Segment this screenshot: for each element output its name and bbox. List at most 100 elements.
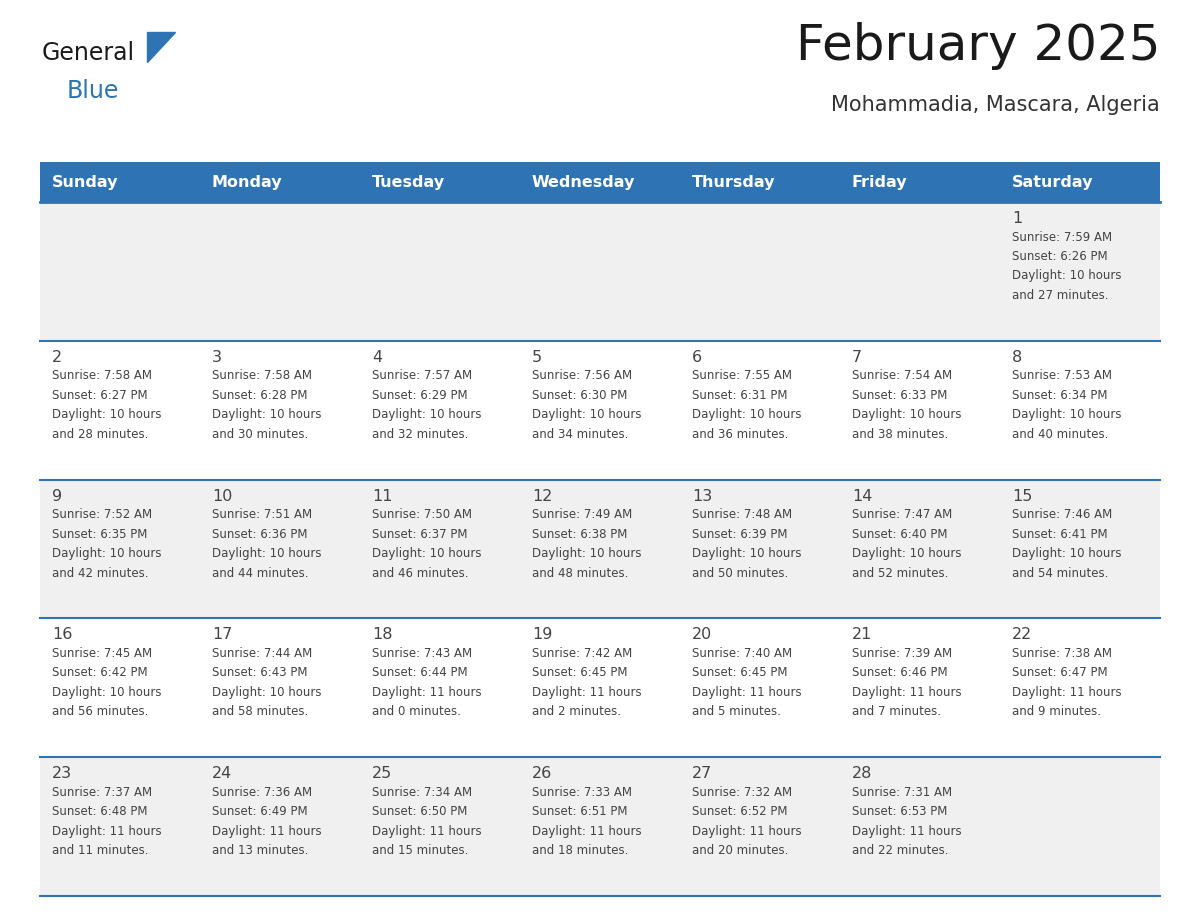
- Text: Sunrise: 7:39 AM: Sunrise: 7:39 AM: [852, 647, 952, 660]
- Text: Sunset: 6:31 PM: Sunset: 6:31 PM: [691, 389, 788, 402]
- Text: and 22 minutes.: and 22 minutes.: [852, 845, 948, 857]
- Text: Sunset: 6:26 PM: Sunset: 6:26 PM: [1012, 250, 1107, 263]
- Text: Sunrise: 7:56 AM: Sunrise: 7:56 AM: [532, 369, 632, 382]
- Text: Sunset: 6:35 PM: Sunset: 6:35 PM: [52, 528, 147, 541]
- Text: Sunset: 6:43 PM: Sunset: 6:43 PM: [211, 666, 308, 679]
- Text: Thursday: Thursday: [691, 174, 776, 189]
- Text: Sunset: 6:53 PM: Sunset: 6:53 PM: [852, 805, 947, 818]
- Text: Sunrise: 7:31 AM: Sunrise: 7:31 AM: [852, 786, 952, 799]
- Text: Sunrise: 7:37 AM: Sunrise: 7:37 AM: [52, 786, 152, 799]
- Text: 17: 17: [211, 627, 233, 643]
- Text: and 44 minutes.: and 44 minutes.: [211, 566, 309, 579]
- Text: 15: 15: [1012, 488, 1032, 504]
- Text: Daylight: 10 hours: Daylight: 10 hours: [852, 547, 961, 560]
- Text: and 30 minutes.: and 30 minutes.: [211, 428, 308, 441]
- Text: Daylight: 11 hours: Daylight: 11 hours: [532, 686, 642, 699]
- Text: and 56 minutes.: and 56 minutes.: [52, 705, 148, 719]
- Polygon shape: [147, 32, 175, 62]
- Text: Daylight: 10 hours: Daylight: 10 hours: [372, 547, 481, 560]
- Text: 16: 16: [52, 627, 72, 643]
- Text: 2: 2: [52, 350, 62, 364]
- Text: and 20 minutes.: and 20 minutes.: [691, 845, 789, 857]
- Text: Sunset: 6:49 PM: Sunset: 6:49 PM: [211, 805, 308, 818]
- Text: 8: 8: [1012, 350, 1022, 364]
- Text: Sunset: 6:44 PM: Sunset: 6:44 PM: [372, 666, 468, 679]
- Text: 3: 3: [211, 350, 222, 364]
- Text: 24: 24: [211, 767, 232, 781]
- Text: Daylight: 10 hours: Daylight: 10 hours: [532, 409, 642, 421]
- Bar: [40, 341, 1159, 479]
- Text: 18: 18: [372, 627, 392, 643]
- Text: Daylight: 10 hours: Daylight: 10 hours: [211, 409, 322, 421]
- Text: Daylight: 10 hours: Daylight: 10 hours: [211, 686, 322, 699]
- Text: Sunset: 6:51 PM: Sunset: 6:51 PM: [532, 805, 627, 818]
- Text: General: General: [42, 41, 135, 65]
- Text: Sunset: 6:27 PM: Sunset: 6:27 PM: [52, 389, 147, 402]
- Text: Sunrise: 7:53 AM: Sunrise: 7:53 AM: [1012, 369, 1112, 382]
- Bar: [40, 619, 1159, 757]
- Text: Daylight: 11 hours: Daylight: 11 hours: [691, 824, 802, 838]
- Text: Sunset: 6:34 PM: Sunset: 6:34 PM: [1012, 389, 1107, 402]
- Text: Sunset: 6:29 PM: Sunset: 6:29 PM: [372, 389, 468, 402]
- Text: Sunrise: 7:55 AM: Sunrise: 7:55 AM: [691, 369, 792, 382]
- Text: Sunrise: 7:38 AM: Sunrise: 7:38 AM: [1012, 647, 1112, 660]
- Text: Wednesday: Wednesday: [532, 174, 636, 189]
- Text: Sunrise: 7:46 AM: Sunrise: 7:46 AM: [1012, 508, 1112, 521]
- Text: Sunrise: 7:52 AM: Sunrise: 7:52 AM: [52, 508, 152, 521]
- Text: Sunset: 6:42 PM: Sunset: 6:42 PM: [52, 666, 147, 679]
- Text: Daylight: 10 hours: Daylight: 10 hours: [532, 547, 642, 560]
- Text: and 27 minutes.: and 27 minutes.: [1012, 289, 1108, 302]
- Text: Sunset: 6:39 PM: Sunset: 6:39 PM: [691, 528, 788, 541]
- Text: Sunset: 6:52 PM: Sunset: 6:52 PM: [691, 805, 788, 818]
- Text: and 0 minutes.: and 0 minutes.: [372, 705, 461, 719]
- Text: 4: 4: [372, 350, 383, 364]
- Text: 6: 6: [691, 350, 702, 364]
- Text: and 18 minutes.: and 18 minutes.: [532, 845, 628, 857]
- Text: Sunrise: 7:44 AM: Sunrise: 7:44 AM: [211, 647, 312, 660]
- Text: Daylight: 10 hours: Daylight: 10 hours: [1012, 547, 1121, 560]
- Text: Daylight: 10 hours: Daylight: 10 hours: [211, 547, 322, 560]
- Text: 19: 19: [532, 627, 552, 643]
- Text: and 48 minutes.: and 48 minutes.: [532, 566, 628, 579]
- Text: and 7 minutes.: and 7 minutes.: [852, 705, 941, 719]
- Text: Saturday: Saturday: [1012, 174, 1093, 189]
- Text: Sunrise: 7:33 AM: Sunrise: 7:33 AM: [532, 786, 632, 799]
- Text: Sunset: 6:45 PM: Sunset: 6:45 PM: [691, 666, 788, 679]
- Text: Sunrise: 7:42 AM: Sunrise: 7:42 AM: [532, 647, 632, 660]
- Text: Sunset: 6:41 PM: Sunset: 6:41 PM: [1012, 528, 1107, 541]
- Text: 1: 1: [1012, 211, 1022, 226]
- Text: Sunset: 6:36 PM: Sunset: 6:36 PM: [211, 528, 308, 541]
- Text: and 42 minutes.: and 42 minutes.: [52, 566, 148, 579]
- Text: Daylight: 11 hours: Daylight: 11 hours: [372, 824, 481, 838]
- Text: Tuesday: Tuesday: [372, 174, 446, 189]
- Text: and 5 minutes.: and 5 minutes.: [691, 705, 781, 719]
- Text: Sunset: 6:46 PM: Sunset: 6:46 PM: [852, 666, 948, 679]
- Text: 26: 26: [532, 767, 552, 781]
- Text: Sunrise: 7:58 AM: Sunrise: 7:58 AM: [52, 369, 152, 382]
- Text: Sunset: 6:30 PM: Sunset: 6:30 PM: [532, 389, 627, 402]
- Text: Daylight: 11 hours: Daylight: 11 hours: [372, 686, 481, 699]
- Text: 9: 9: [52, 488, 62, 504]
- Text: Sunrise: 7:45 AM: Sunrise: 7:45 AM: [52, 647, 152, 660]
- Text: Sunset: 6:50 PM: Sunset: 6:50 PM: [372, 805, 467, 818]
- Text: 10: 10: [211, 488, 233, 504]
- Text: Daylight: 10 hours: Daylight: 10 hours: [52, 409, 162, 421]
- Text: Sunday: Sunday: [52, 174, 119, 189]
- Text: and 28 minutes.: and 28 minutes.: [52, 428, 148, 441]
- Text: 21: 21: [852, 627, 872, 643]
- Text: 5: 5: [532, 350, 542, 364]
- Text: Sunrise: 7:34 AM: Sunrise: 7:34 AM: [372, 786, 472, 799]
- Bar: [40, 479, 1159, 619]
- Text: Sunrise: 7:48 AM: Sunrise: 7:48 AM: [691, 508, 792, 521]
- Text: Daylight: 11 hours: Daylight: 11 hours: [52, 824, 162, 838]
- Text: Daylight: 10 hours: Daylight: 10 hours: [852, 409, 961, 421]
- Text: 7: 7: [852, 350, 862, 364]
- Text: Daylight: 10 hours: Daylight: 10 hours: [691, 409, 802, 421]
- Text: Daylight: 10 hours: Daylight: 10 hours: [52, 686, 162, 699]
- Text: 23: 23: [52, 767, 72, 781]
- Text: Sunrise: 7:58 AM: Sunrise: 7:58 AM: [211, 369, 312, 382]
- Text: 22: 22: [1012, 627, 1032, 643]
- Text: and 38 minutes.: and 38 minutes.: [852, 428, 948, 441]
- Text: Sunset: 6:45 PM: Sunset: 6:45 PM: [532, 666, 627, 679]
- Text: and 54 minutes.: and 54 minutes.: [1012, 566, 1108, 579]
